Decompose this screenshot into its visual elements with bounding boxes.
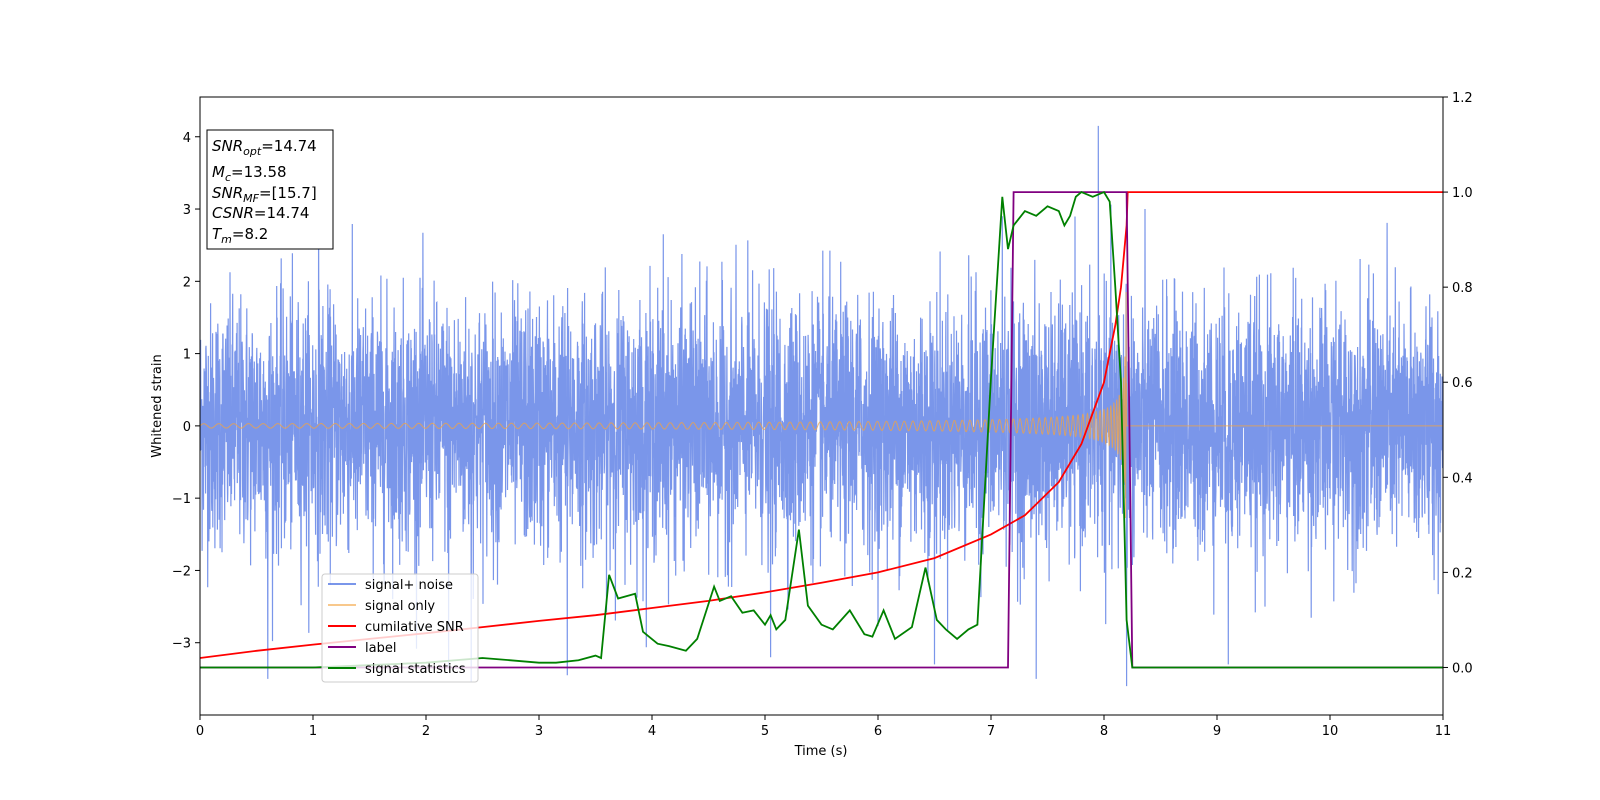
- y2-tick-label-5: 1.0: [1452, 186, 1473, 201]
- y-tick-label-5: 2: [183, 275, 191, 290]
- y2-tick-label-1: 0.2: [1452, 566, 1473, 581]
- x-tick-label-5: 5: [761, 724, 769, 739]
- legend-label-signal-only: signal only: [365, 599, 435, 614]
- info-box: SNRopt=14.74 Mc=13.58 SNRMF=[15.7] CSNR=…: [206, 129, 334, 250]
- y-tick-label-3: 0: [183, 420, 191, 435]
- x-tick-label-7: 7: [987, 724, 995, 739]
- x-tick-label-0: 0: [196, 724, 204, 739]
- x-tick-label-9: 9: [1213, 724, 1221, 739]
- series-signal-statistics-line: [200, 190, 1443, 669]
- x-tick-label-10: 10: [1322, 724, 1339, 739]
- x-tick-label-1: 1: [309, 724, 317, 739]
- signal-only-series: [200, 291, 1443, 519]
- x-tick-label-3: 3: [535, 724, 543, 739]
- y-axis-right: 0.0 0.2 0.4 0.6 0.8 1.0 1.2: [1443, 91, 1473, 676]
- x-axis-title: Time (s): [794, 744, 848, 759]
- info-mc: Mc=13.58: [212, 163, 287, 184]
- y2-tick-label-6: 1.2: [1452, 91, 1473, 106]
- x-tick-label-2: 2: [422, 724, 430, 739]
- y2-tick-label-0: 0.0: [1452, 661, 1473, 676]
- y-tick-label-7: 4: [183, 131, 191, 146]
- legend: signal+ noise signal only cumilative SNR…: [321, 573, 479, 683]
- y2-tick-label-3: 0.6: [1452, 376, 1473, 391]
- y-tick-label-4: 1: [183, 348, 191, 363]
- series-signal-noise-line: [200, 125, 1443, 687]
- x-tick-label-8: 8: [1100, 724, 1108, 739]
- info-tm: Tm=8.2: [212, 225, 268, 246]
- info-snr-mf: SNRMF=[15.7]: [212, 184, 317, 205]
- legend-label-signal-noise: signal+ noise: [365, 578, 453, 593]
- legend-label-label: label: [365, 641, 396, 656]
- x-tick-label-11: 11: [1435, 724, 1452, 739]
- y2-tick-label-4: 0.8: [1452, 281, 1473, 296]
- y-tick-label-0: −3: [172, 637, 191, 652]
- info-box-frame: [206, 129, 334, 250]
- y2-tick-label-2: 0.4: [1452, 471, 1473, 486]
- signal-noise-series: [200, 125, 1443, 687]
- legend-label-signal-statistics: signal statistics: [365, 662, 466, 677]
- y-tick-label-2: −1: [172, 492, 191, 507]
- plot-frame: [199, 96, 1444, 716]
- x-tick-label-6: 6: [874, 724, 882, 739]
- y-tick-label-1: −2: [172, 564, 191, 579]
- legend-frame: [321, 573, 479, 683]
- y-tick-label-6: 3: [183, 203, 191, 218]
- x-axis: 0 1 2 3 4 5 6 7 8 9 10 11: [196, 715, 1451, 739]
- info-snr-opt: SNRopt=14.74: [212, 137, 317, 158]
- y-axis-title: Whitened strain: [150, 354, 165, 457]
- x-tick-label-4: 4: [648, 724, 656, 739]
- series-signal-only-line: [200, 291, 1443, 519]
- y-axis-left: −3 −2 −1 0 1 2 3 4: [172, 131, 200, 652]
- legend-label-cumulative-snr: cumilative SNR: [365, 620, 464, 635]
- info-csnr: CSNR=14.74: [212, 204, 309, 222]
